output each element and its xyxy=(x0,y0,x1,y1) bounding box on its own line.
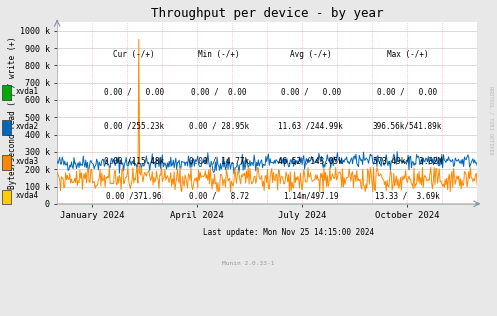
Text: 0.00 /   0.00: 0.00 / 0.00 xyxy=(281,87,340,96)
Text: Cur (-/+): Cur (-/+) xyxy=(113,50,155,59)
Text: xvda1: xvda1 xyxy=(15,87,39,96)
Text: RRDTOOL / TOBI OETIKER: RRDTOOL / TOBI OETIKER xyxy=(489,86,494,155)
Text: Min (-/+): Min (-/+) xyxy=(198,50,240,59)
Text: Munin 2.0.33-1: Munin 2.0.33-1 xyxy=(222,261,275,266)
Title: Throughput per device - by year: Throughput per device - by year xyxy=(151,7,383,20)
Text: 396.56k/541.89k: 396.56k/541.89k xyxy=(373,122,442,131)
Text: 0.00 /  0.00: 0.00 / 0.00 xyxy=(191,87,247,96)
Text: 13.33 /  3.69k: 13.33 / 3.69k xyxy=(375,191,440,200)
Text: Avg (-/+): Avg (-/+) xyxy=(290,50,331,59)
Text: xvda3: xvda3 xyxy=(15,157,39,166)
Text: xvda4: xvda4 xyxy=(15,191,39,200)
Text: 11.63 /244.99k: 11.63 /244.99k xyxy=(278,122,343,131)
Y-axis label: Bytes/second read (-) / write (+): Bytes/second read (-) / write (+) xyxy=(8,37,17,189)
Text: 0.00 /   0.00: 0.00 / 0.00 xyxy=(378,87,437,96)
Text: xvda2: xvda2 xyxy=(15,122,39,131)
Text: Max (-/+): Max (-/+) xyxy=(387,50,428,59)
Text: Last update: Mon Nov 25 14:15:00 2024: Last update: Mon Nov 25 14:15:00 2024 xyxy=(203,228,374,237)
Text: 0.00 /   8.72: 0.00 / 8.72 xyxy=(189,191,248,200)
Text: 0.00 /371.96: 0.00 /371.96 xyxy=(106,191,162,200)
Text: 0.00 / 28.95k: 0.00 / 28.95k xyxy=(189,122,248,131)
Text: 1.14m/497.19: 1.14m/497.19 xyxy=(283,191,338,200)
Text: 573.49k/  3.32M: 573.49k/ 3.32M xyxy=(373,157,442,166)
Text: 0.00 /115.48k: 0.00 /115.48k xyxy=(104,157,164,166)
Text: 0.00 /255.23k: 0.00 /255.23k xyxy=(104,122,164,131)
Text: 46.52 /143.05k: 46.52 /143.05k xyxy=(278,157,343,166)
Text: 0.00 / 14.77k: 0.00 / 14.77k xyxy=(189,157,248,166)
Text: 0.00 /   0.00: 0.00 / 0.00 xyxy=(104,87,164,96)
